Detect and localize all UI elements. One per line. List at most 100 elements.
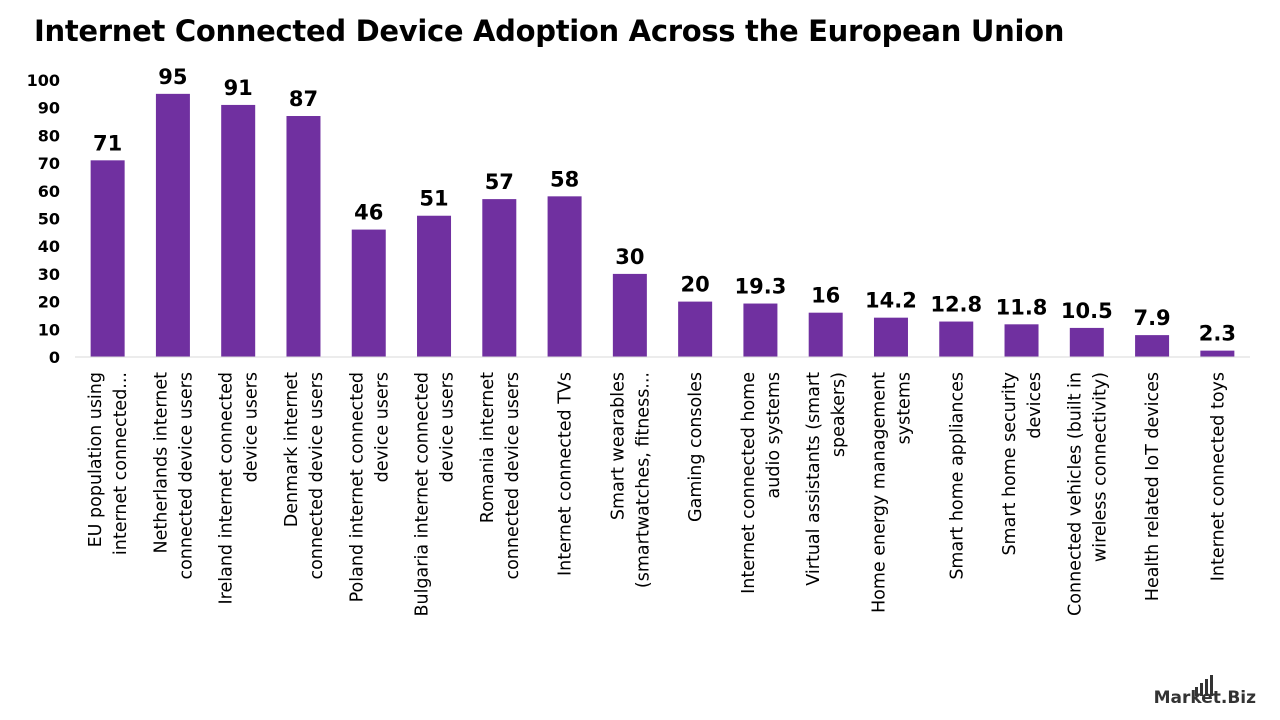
x-tick-label-line: Romania internet xyxy=(478,372,498,523)
data-label: 58 xyxy=(550,167,579,191)
bar xyxy=(90,160,125,357)
bar xyxy=(873,317,908,357)
x-tick-label-line: Ireland internet connected xyxy=(217,372,237,604)
x-tick-label-line: Virtual assistants (smart xyxy=(804,372,824,586)
x-tick-label-line: internet connected... xyxy=(111,372,131,555)
data-label: 71 xyxy=(93,131,122,155)
y-tick-label: 70 xyxy=(38,154,60,173)
bar xyxy=(221,104,256,358)
data-label: 16 xyxy=(811,284,840,308)
y-tick-label: 30 xyxy=(38,265,60,284)
x-tick-label: Poland internet connected device users xyxy=(347,372,392,602)
data-label: 19.3 xyxy=(735,275,787,299)
x-tick-label-line: device users xyxy=(372,372,392,482)
data-label: 12.8 xyxy=(930,293,982,317)
x-tick-label-line: systems xyxy=(894,372,914,444)
x-tick-label-line: devices xyxy=(1025,372,1045,439)
x-tick-label: Home energy management systems xyxy=(869,372,914,613)
x-tick-label-line: device users xyxy=(242,372,262,482)
data-label: 10.5 xyxy=(1061,299,1113,323)
y-tick-label: 50 xyxy=(38,210,60,229)
data-label: 2.3 xyxy=(1199,322,1236,346)
x-tick-label: Internet connected home audio systems xyxy=(739,372,784,594)
x-tick-label-line: Home energy management xyxy=(869,372,889,613)
x-tick-label-line: Bulgaria internet connected xyxy=(413,372,433,617)
data-label: 11.8 xyxy=(996,295,1048,319)
data-label: 46 xyxy=(354,201,383,225)
value-labels: 71 95 91 87 46 51 57 58 30 20 19.3 16 14.2 12.8 11.8 10… xyxy=(93,65,1236,346)
x-tick-label: Virtual assistants (smart speakers) xyxy=(804,372,849,586)
x-tick-label-line: connected device users xyxy=(176,372,196,580)
bar xyxy=(482,199,517,357)
bar xyxy=(417,215,452,357)
logo-bars-icon xyxy=(1195,675,1213,696)
data-label: 87 xyxy=(289,87,318,111)
data-label: 95 xyxy=(158,65,187,89)
x-tick-label: Denmark internet connected device users xyxy=(282,372,327,580)
x-tick-label-line: Denmark internet xyxy=(282,372,302,527)
x-tick-label-line: Internet connected home xyxy=(739,372,759,594)
data-label: 30 xyxy=(615,245,644,269)
x-tick-label: Internet connected TVs xyxy=(556,372,576,576)
bar xyxy=(743,303,778,357)
data-label: 57 xyxy=(485,170,514,194)
x-tick-label-line: Smart home appliances xyxy=(947,372,967,580)
x-tick-label: Bulgaria internet connected device users xyxy=(413,372,458,617)
marketbiz-logo: Market.Biz xyxy=(1154,675,1257,708)
x-tick-label-line: Connected vehicles (built in xyxy=(1065,372,1085,616)
x-tick-label-line: Internet connected TVs xyxy=(556,372,576,576)
bar xyxy=(286,116,321,357)
data-label: 20 xyxy=(681,273,710,297)
x-tick-label: Connected vehicles (built in wireless con… xyxy=(1065,372,1110,616)
data-label: 51 xyxy=(419,187,448,211)
x-tick-label: Netherlands internet connected device use… xyxy=(151,372,196,580)
x-tick-label-line: Smart home security xyxy=(1000,372,1020,556)
x-tick-label: Smart home appliances xyxy=(947,372,967,580)
y-tick-label: 20 xyxy=(38,293,60,312)
x-tick-label-line: Gaming consoles xyxy=(686,372,706,522)
y-axis: 0 10 20 30 40 50 60 70 80 90 100 xyxy=(27,71,60,367)
x-tick-label-line: Poland internet connected xyxy=(347,372,367,602)
bar xyxy=(612,273,647,357)
bar xyxy=(1135,335,1170,357)
x-tick-label: Romania internet connected device users xyxy=(478,372,523,580)
x-tick-label: Smart wearables (smartwatches, fitness... xyxy=(608,372,653,588)
x-tick-label-line: speakers) xyxy=(829,372,849,457)
bar xyxy=(678,301,713,357)
x-tick-label-line: Netherlands internet xyxy=(151,372,171,554)
y-tick-label: 0 xyxy=(49,348,60,367)
x-tick-label-line: wireless connectivity) xyxy=(1090,372,1110,562)
bar xyxy=(939,321,974,357)
x-tick-label: Health related IoT devices xyxy=(1143,372,1163,601)
x-tick-label-line: Health related IoT devices xyxy=(1143,372,1163,601)
y-tick-label: 40 xyxy=(38,237,60,256)
data-label: 14.2 xyxy=(865,289,917,313)
x-tick-label: Ireland internet connected device users xyxy=(217,372,262,604)
bar-series xyxy=(90,93,1235,358)
x-tick-label-line: Smart wearables xyxy=(608,372,628,520)
y-tick-label: 100 xyxy=(27,71,60,90)
y-tick-label: 80 xyxy=(38,126,60,145)
x-tick-label-line: EU population using xyxy=(86,372,106,547)
x-tick-label: Gaming consoles xyxy=(686,372,706,522)
x-axis: EU population using internet connected...… xyxy=(75,356,1250,617)
chart-title: Internet Connected Device Adoption Acros… xyxy=(34,14,1065,48)
x-tick-label-line: connected device users xyxy=(503,372,523,580)
x-tick-label-line: device users xyxy=(438,372,458,482)
bar xyxy=(1004,324,1039,357)
bar xyxy=(808,312,843,357)
x-tick-label: Smart home security devices xyxy=(1000,372,1045,556)
logo-text: Market.Biz xyxy=(1154,688,1257,708)
x-tick-label-line: connected device users xyxy=(307,372,327,580)
x-tick-label-line: (smartwatches, fitness... xyxy=(633,372,653,588)
bar xyxy=(547,196,582,357)
bar xyxy=(351,229,386,357)
x-tick-label: EU population using internet connected... xyxy=(86,372,131,555)
x-tick-label: Internet connected toys xyxy=(1208,372,1228,581)
x-tick-label-line: audio systems xyxy=(764,372,784,498)
bar xyxy=(1069,327,1104,357)
bar xyxy=(155,93,190,357)
data-label: 7.9 xyxy=(1133,306,1170,330)
